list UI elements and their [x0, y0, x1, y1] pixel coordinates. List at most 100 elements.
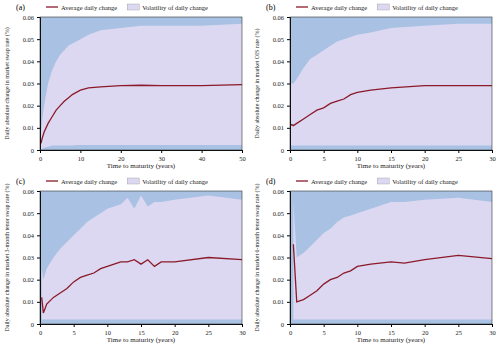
tick: 0 — [31, 147, 40, 154]
tick-label: 15 — [138, 329, 145, 336]
tick: 0.06 — [23, 14, 40, 21]
legend-item: Volatility of daily change — [377, 4, 458, 11]
tick-label: 0.05 — [273, 36, 284, 43]
tick-label: 0 — [289, 155, 292, 162]
tick-label: 30 — [239, 329, 246, 336]
panel-label: (d) — [266, 177, 276, 186]
legend-label: Average daily change — [61, 178, 117, 185]
panel-label: (a) — [16, 3, 25, 12]
tick-label: 15 — [388, 155, 395, 162]
tick: 0.04 — [273, 232, 290, 239]
tick-label: 0.05 — [23, 210, 34, 217]
tick-mark — [287, 128, 290, 129]
tick-mark — [74, 324, 75, 327]
tick: 0.01 — [23, 124, 40, 131]
x-axis: 051015202530 — [289, 324, 496, 336]
tick: 20 — [422, 324, 429, 336]
tick-mark — [287, 106, 290, 107]
y-axis-title: Daily absolute change in market swap rat… — [4, 27, 11, 139]
tick-mark — [287, 280, 290, 281]
panel: 05101520253000.010.020.030.040.050.06Tim… — [254, 3, 496, 170]
y-axis: 00.010.020.030.040.050.06 — [273, 188, 291, 328]
legend-swatch — [296, 180, 308, 181]
tick-label: 15 — [388, 329, 395, 336]
legend-swatch — [46, 6, 58, 7]
tick: 25 — [206, 324, 213, 336]
tick-label: 0 — [289, 329, 292, 336]
tick: 0.01 — [273, 124, 290, 131]
tick: 5 — [73, 324, 76, 336]
tick-label: 0 — [39, 329, 42, 336]
tick-mark — [37, 128, 40, 129]
panel: 05101520253000.010.020.030.040.050.06Tim… — [254, 177, 496, 344]
tick-mark — [37, 39, 40, 40]
tick: 0.05 — [273, 210, 290, 217]
tick-mark — [37, 191, 40, 192]
tick-mark — [202, 150, 203, 153]
tick: 0.03 — [23, 254, 40, 261]
tick-mark — [242, 150, 243, 153]
tick: 20 — [172, 324, 179, 336]
tick-mark — [107, 324, 108, 327]
legend-label: Volatility of daily change — [142, 4, 208, 11]
plot-area: 05101520253000.010.020.030.040.050.06 — [23, 188, 246, 336]
tick-label: 0.03 — [23, 254, 34, 261]
tick-label: 30 — [158, 155, 165, 162]
tick-mark — [287, 302, 290, 303]
tick-mark — [391, 150, 392, 153]
tick-label: 40 — [199, 155, 206, 162]
tick-label: 0.01 — [273, 298, 284, 305]
tick: 10 — [355, 150, 362, 162]
tick: 0.02 — [23, 102, 40, 109]
marks — [42, 195, 242, 319]
plot-area: 05101520253000.010.020.030.040.050.06 — [273, 14, 496, 162]
tick-label: 20 — [118, 155, 125, 162]
tick-mark — [141, 324, 142, 327]
tick-label: 0.04 — [273, 58, 285, 65]
legend-label: Average daily change — [311, 178, 367, 185]
tick-mark — [37, 280, 40, 281]
plot-frame — [40, 191, 242, 324]
marks — [291, 24, 492, 146]
legend-swatch — [377, 178, 389, 184]
tick: 0.05 — [23, 36, 40, 43]
plot-area: 05101520253000.010.020.030.040.050.06 — [273, 188, 496, 336]
y-axis: 00.010.020.030.040.050.06 — [273, 14, 291, 154]
tick: 15 — [138, 324, 145, 336]
plot-frame — [40, 17, 242, 150]
legend-swatch — [296, 6, 308, 7]
plot-background — [40, 17, 242, 150]
tick-label: 0 — [39, 155, 42, 162]
legend-item: Volatility of daily change — [127, 4, 208, 11]
tick-mark — [287, 17, 290, 18]
legend: Average daily change Volatility of daily … — [46, 178, 208, 185]
tick-mark — [37, 324, 40, 325]
tick-mark — [208, 324, 209, 327]
legend-item: Average daily change — [46, 4, 117, 11]
tick-mark — [425, 324, 426, 327]
figure: 0102030405000.010.020.030.040.050.06Time… — [0, 0, 500, 348]
tick-mark — [492, 150, 493, 153]
tick-mark — [37, 235, 40, 236]
tick-label: 5 — [323, 155, 326, 162]
tick-label: 0.03 — [23, 80, 34, 87]
legend-item: Average daily change — [296, 178, 367, 185]
legend: Average daily changeVolatility of daily … — [296, 4, 458, 11]
tick-label: 0.01 — [23, 298, 34, 305]
tick-label: 0.06 — [273, 188, 285, 195]
average-line — [41, 85, 242, 144]
axis-line — [41, 325, 243, 328]
x-axis-title: Time to maturity (years) — [107, 336, 176, 344]
legend-item: Volatility of daily change — [127, 178, 208, 185]
x-axis: 01020304050 — [39, 150, 246, 162]
tick: 10 — [78, 150, 85, 162]
tick-label: 0.06 — [23, 14, 35, 21]
x-axis: 051015202530 — [289, 150, 496, 162]
tick-mark — [37, 258, 40, 259]
tick-label: 0.03 — [273, 80, 284, 87]
legend: Average daily change Volatility of daily … — [46, 4, 208, 11]
tick-mark — [458, 150, 459, 153]
volatility-band — [42, 195, 242, 319]
tick: 0.06 — [23, 188, 40, 195]
x-axis: 051015202530 — [39, 324, 246, 336]
